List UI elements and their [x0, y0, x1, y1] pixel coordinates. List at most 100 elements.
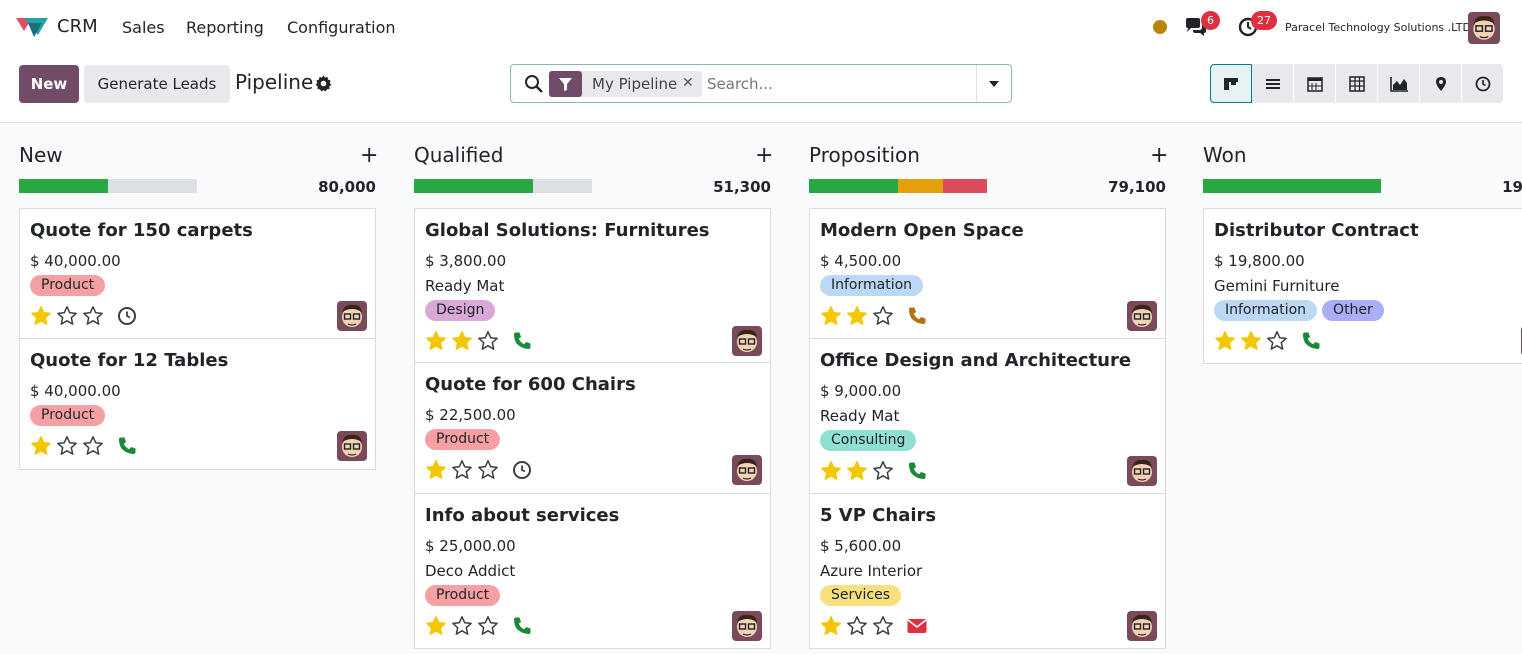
progress-segment[interactable] — [942, 179, 987, 193]
search-icon[interactable] — [524, 74, 544, 94]
list-view-button[interactable] — [1252, 64, 1294, 103]
star-filled-icon[interactable] — [820, 460, 842, 482]
star-empty-icon[interactable] — [82, 435, 104, 457]
star-empty-icon[interactable] — [477, 615, 499, 637]
clock-icon[interactable] — [116, 305, 138, 327]
menu-sales[interactable]: Sales — [122, 18, 165, 37]
priority-stars[interactable] — [425, 459, 499, 481]
status-dot[interactable] — [1153, 20, 1167, 34]
clock-icon[interactable] — [511, 459, 533, 481]
star-empty-icon[interactable] — [872, 460, 894, 482]
star-filled-icon[interactable] — [451, 330, 473, 352]
remove-facet-icon[interactable]: ✕ — [682, 75, 694, 91]
salesperson-avatar[interactable] — [1127, 301, 1157, 331]
phone-icon[interactable] — [511, 615, 533, 637]
salesperson-avatar[interactable] — [337, 431, 367, 461]
priority-stars[interactable] — [30, 435, 104, 457]
priority-stars[interactable] — [820, 305, 894, 327]
envelope-icon[interactable] — [906, 615, 928, 637]
search-options-toggle[interactable] — [977, 65, 1011, 102]
progress-segment[interactable] — [19, 179, 108, 193]
star-filled-icon[interactable] — [30, 435, 52, 457]
column-progress-bar[interactable] — [414, 179, 592, 193]
column-title[interactable]: Won — [1203, 143, 1247, 167]
app-name[interactable]: CRM — [57, 16, 98, 37]
kanban-view-button[interactable] — [1210, 64, 1252, 103]
quick-create-icon[interactable]: + — [1150, 143, 1169, 168]
calendar-view-button[interactable] — [1294, 64, 1336, 103]
crm-logo-icon[interactable] — [16, 15, 48, 39]
lead-card[interactable]: Office Design and Architecture $ 9,000.0… — [809, 338, 1166, 494]
map-view-button[interactable] — [1420, 64, 1462, 103]
star-filled-icon[interactable] — [820, 615, 842, 637]
salesperson-avatar[interactable] — [337, 301, 367, 331]
graph-view-button[interactable] — [1378, 64, 1420, 103]
progress-segment[interactable] — [809, 179, 898, 193]
star-filled-icon[interactable] — [1240, 330, 1262, 352]
salesperson-avatar[interactable] — [1127, 456, 1157, 486]
menu-reporting[interactable]: Reporting — [186, 18, 264, 37]
search-input[interactable] — [707, 71, 972, 97]
star-empty-icon[interactable] — [477, 459, 499, 481]
lead-card[interactable]: Quote for 600 Chairs $ 22,500.00 Product — [414, 362, 771, 494]
lead-card[interactable]: Modern Open Space $ 4,500.00 Information — [809, 208, 1166, 340]
star-filled-icon[interactable] — [1214, 330, 1236, 352]
star-filled-icon[interactable] — [425, 615, 447, 637]
column-title[interactable]: New — [19, 143, 63, 167]
column-progress-bar[interactable] — [19, 179, 197, 193]
star-filled-icon[interactable] — [846, 460, 868, 482]
priority-stars[interactable] — [820, 460, 894, 482]
priority-stars[interactable] — [30, 305, 104, 327]
company-name[interactable]: Paracel Technology Solutions .LTD — [1285, 21, 1471, 34]
phone-icon[interactable] — [906, 305, 928, 327]
star-empty-icon[interactable] — [451, 615, 473, 637]
star-empty-icon[interactable] — [56, 305, 78, 327]
phone-icon[interactable] — [906, 460, 928, 482]
salesperson-avatar[interactable] — [732, 326, 762, 356]
lead-card[interactable]: Quote for 150 carpets $ 40,000.00 Produc… — [19, 208, 376, 340]
star-empty-icon[interactable] — [477, 330, 499, 352]
star-filled-icon[interactable] — [425, 459, 447, 481]
priority-stars[interactable] — [425, 330, 499, 352]
salesperson-avatar[interactable] — [732, 611, 762, 641]
star-empty-icon[interactable] — [872, 615, 894, 637]
progress-segment[interactable] — [533, 179, 592, 193]
column-title[interactable]: Qualified — [414, 143, 504, 167]
star-filled-icon[interactable] — [846, 305, 868, 327]
star-filled-icon[interactable] — [425, 330, 447, 352]
star-filled-icon[interactable] — [30, 305, 52, 327]
new-button[interactable]: New — [19, 65, 79, 103]
quick-create-icon[interactable]: + — [755, 143, 774, 168]
lead-card[interactable]: 5 VP Chairs $ 5,600.00 Azure Interior Se… — [809, 493, 1166, 649]
pivot-view-button[interactable] — [1336, 64, 1378, 103]
gear-icon[interactable] — [315, 75, 332, 92]
star-empty-icon[interactable] — [846, 615, 868, 637]
star-empty-icon[interactable] — [872, 305, 894, 327]
progress-segment[interactable] — [898, 179, 943, 193]
progress-segment[interactable] — [414, 179, 534, 193]
salesperson-avatar[interactable] — [1127, 611, 1157, 641]
salesperson-avatar[interactable] — [732, 455, 762, 485]
priority-stars[interactable] — [820, 615, 894, 637]
phone-icon[interactable] — [511, 330, 533, 352]
priority-stars[interactable] — [1214, 330, 1288, 352]
generate-leads-button[interactable]: Generate Leads — [84, 65, 230, 103]
column-title[interactable]: Proposition — [809, 143, 920, 167]
phone-icon[interactable] — [116, 435, 138, 457]
column-progress-bar[interactable] — [809, 179, 987, 193]
activity-view-button[interactable] — [1462, 64, 1504, 103]
user-avatar[interactable] — [1468, 12, 1500, 44]
lead-card[interactable]: Quote for 12 Tables $ 40,000.00 Product — [19, 338, 376, 470]
lead-card[interactable]: Distributor Contract $ 19,800.00 Gemini … — [1203, 208, 1522, 364]
progress-segment[interactable] — [108, 179, 197, 193]
menu-configuration[interactable]: Configuration — [287, 18, 396, 37]
lead-card[interactable]: Global Solutions: Furnitures $ 3,800.00 … — [414, 208, 771, 364]
star-filled-icon[interactable] — [820, 305, 842, 327]
progress-segment[interactable] — [1203, 179, 1381, 193]
star-empty-icon[interactable] — [1266, 330, 1288, 352]
priority-stars[interactable] — [425, 615, 499, 637]
phone-icon[interactable] — [1300, 330, 1322, 352]
lead-card[interactable]: Info about services $ 25,000.00 Deco Add… — [414, 493, 771, 649]
quick-create-icon[interactable]: + — [360, 143, 379, 168]
column-progress-bar[interactable] — [1203, 179, 1381, 193]
